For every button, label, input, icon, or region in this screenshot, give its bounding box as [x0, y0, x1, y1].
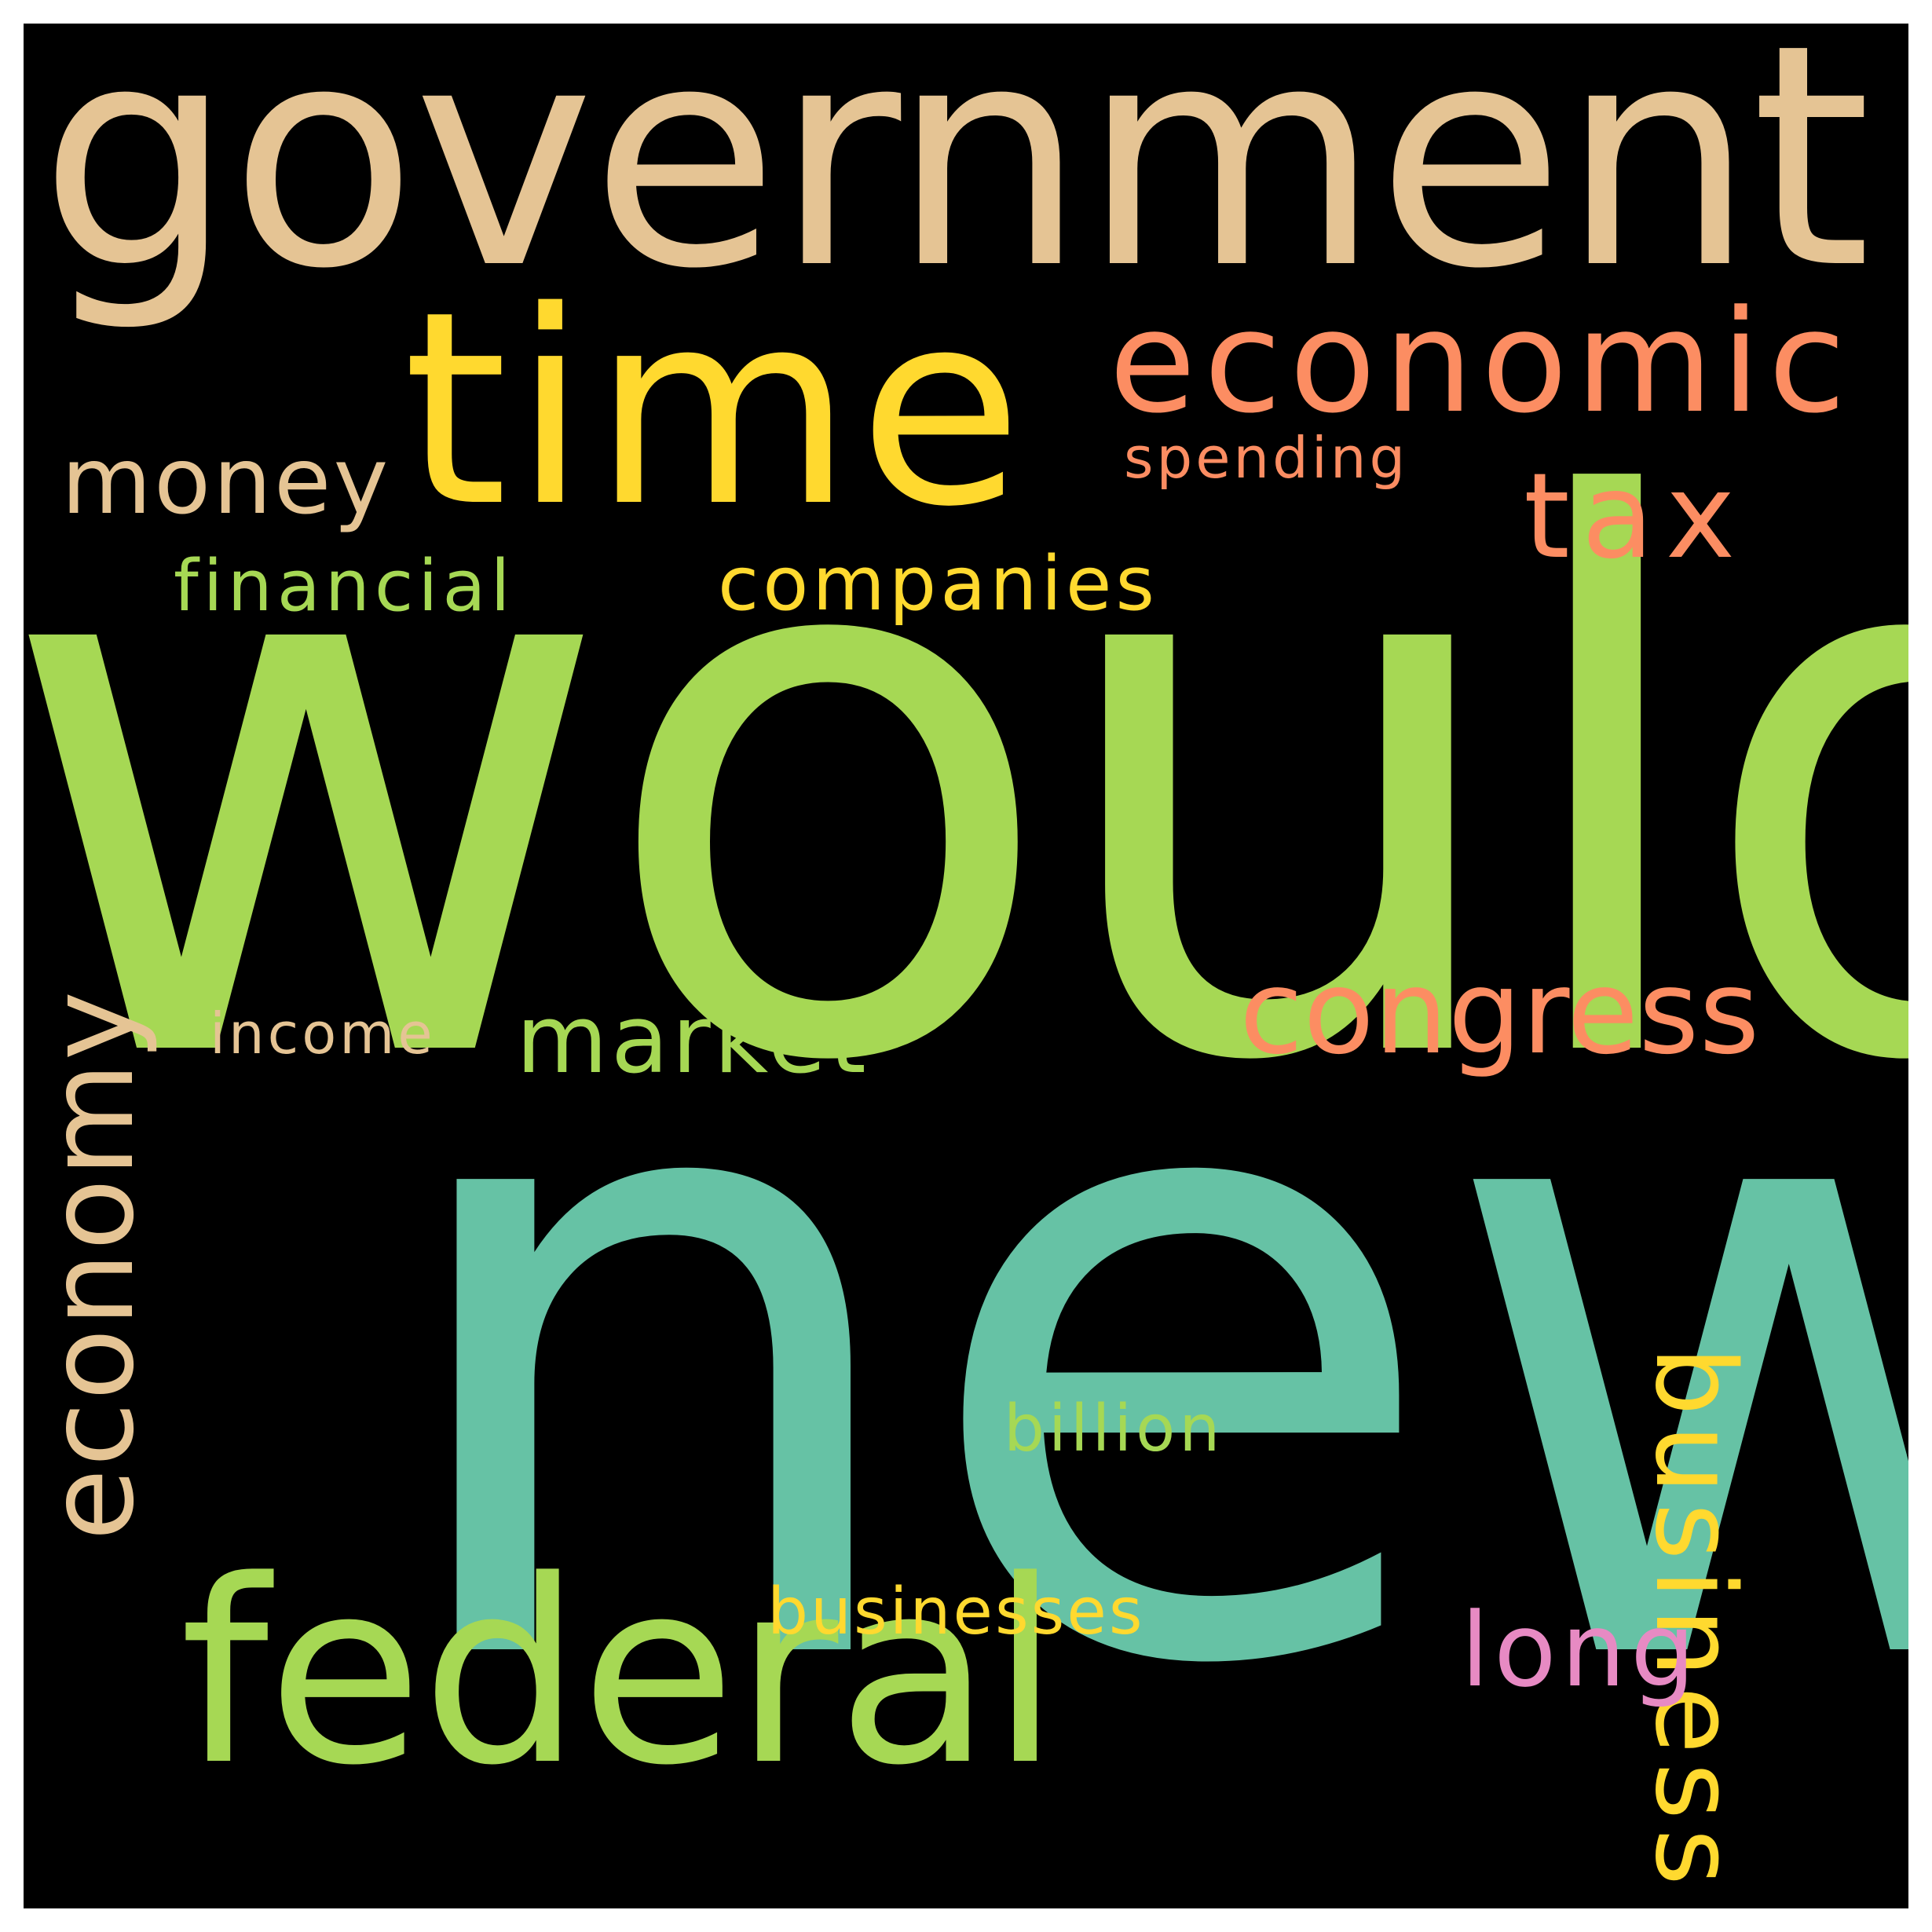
word-money: money	[61, 434, 390, 527]
word-cloud: would new government time federal econom…	[24, 24, 1908, 1908]
word-billion: billion	[1004, 1397, 1224, 1462]
word-long: long	[1461, 1599, 1700, 1701]
word-economy: economy	[33, 991, 151, 1541]
word-market: market	[516, 993, 869, 1088]
word-congress: congress	[1239, 954, 1760, 1070]
word-companies: companies	[718, 547, 1158, 622]
word-time: time	[403, 276, 1028, 543]
word-economic: economic	[1109, 292, 1853, 434]
word-spending: spending	[1124, 430, 1408, 486]
word-financial: financial	[174, 551, 515, 622]
word-income: income	[210, 1005, 436, 1062]
word-tax: tax	[1524, 458, 1747, 576]
word-businesses: businesses	[767, 1580, 1145, 1645]
